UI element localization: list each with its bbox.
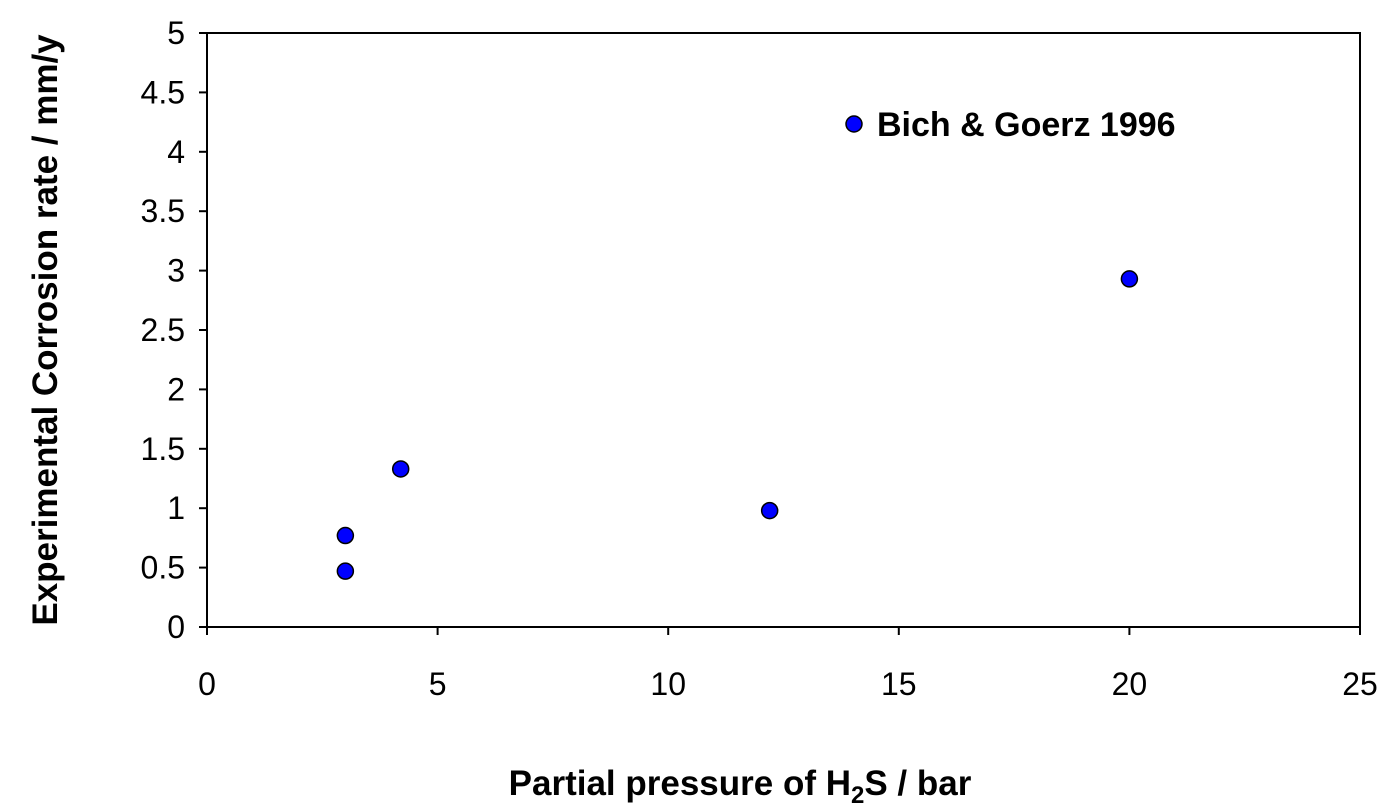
y-tick-label: 1.5 <box>141 431 185 467</box>
y-tick-label: 4 <box>167 134 185 170</box>
y-tick-label: 4.5 <box>141 74 185 110</box>
plot-area <box>206 32 1361 628</box>
data-points <box>336 270 1139 580</box>
x-axis: 0 5 10 15 20 25 <box>198 627 1378 702</box>
legend: Bich & Goerz 1996 <box>845 106 1176 144</box>
y-tick-label: 5 <box>167 15 185 51</box>
x-tick-label: 0 <box>198 666 216 702</box>
x-tick-label: 5 <box>429 666 447 702</box>
legend-label: Bich & Goerz 1996 <box>877 106 1176 144</box>
data-point <box>391 460 410 478</box>
data-point <box>1120 270 1139 288</box>
x-tick-label: 25 <box>1342 666 1378 702</box>
y-tick-label: 2.5 <box>141 312 185 348</box>
y-tick-label: 0.5 <box>141 550 185 586</box>
y-tick-label: 3 <box>167 253 185 289</box>
x-tick-label: 20 <box>1112 666 1148 702</box>
y-tick-label: 1 <box>167 490 185 526</box>
y-axis-title: Experimental Corrosion rate / mm/y <box>26 34 65 626</box>
x-tick-label: 10 <box>650 666 686 702</box>
y-axis: 0 0.5 1 1.5 2 2.5 3 3.5 4 4.5 5 <box>141 15 207 645</box>
x-axis-title: Partial pressure of H2S / bar <box>509 764 972 804</box>
x-tick-label: 15 <box>881 666 917 702</box>
legend-marker <box>845 115 863 133</box>
data-point <box>336 526 355 545</box>
data-point <box>336 562 355 580</box>
y-tick-label: 3.5 <box>141 193 185 229</box>
y-tick-label: 0 <box>167 609 185 645</box>
y-tick-label: 2 <box>167 371 185 407</box>
data-point <box>760 501 779 520</box>
